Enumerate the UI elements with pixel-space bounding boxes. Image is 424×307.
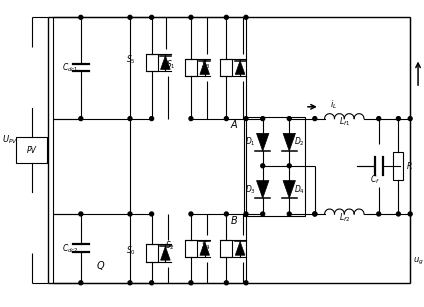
Bar: [393, 152, 403, 180]
Bar: [185, 239, 197, 257]
Circle shape: [128, 212, 132, 216]
Text: $Q$: $Q$: [96, 258, 105, 272]
Circle shape: [224, 281, 228, 285]
Circle shape: [244, 281, 248, 285]
Polygon shape: [200, 60, 209, 74]
Circle shape: [396, 117, 400, 121]
Text: $A$: $A$: [230, 119, 238, 130]
Circle shape: [244, 15, 248, 19]
Bar: [146, 244, 158, 262]
Circle shape: [189, 281, 193, 285]
Text: $S_2$: $S_2$: [165, 239, 175, 252]
Polygon shape: [257, 181, 269, 198]
Circle shape: [79, 117, 83, 121]
Bar: [185, 59, 197, 76]
Circle shape: [189, 117, 193, 121]
Circle shape: [150, 281, 153, 285]
Text: $R$: $R$: [406, 160, 413, 171]
Circle shape: [224, 117, 228, 121]
Circle shape: [287, 117, 291, 121]
Circle shape: [128, 281, 132, 285]
Polygon shape: [200, 242, 209, 255]
Circle shape: [377, 117, 381, 121]
Circle shape: [224, 212, 228, 216]
Circle shape: [79, 212, 83, 216]
Text: $u_g$: $u_g$: [413, 256, 424, 267]
Text: $D_1$: $D_1$: [245, 136, 256, 149]
Circle shape: [244, 212, 248, 216]
Polygon shape: [235, 60, 245, 74]
Text: $S_1$: $S_1$: [165, 58, 175, 71]
Text: $B$: $B$: [230, 214, 238, 226]
Bar: [146, 54, 158, 72]
Circle shape: [261, 117, 265, 121]
Circle shape: [287, 212, 291, 216]
Polygon shape: [283, 181, 296, 198]
Circle shape: [79, 15, 83, 19]
Circle shape: [224, 15, 228, 19]
Text: $S_0$: $S_0$: [126, 244, 136, 257]
Circle shape: [287, 164, 291, 168]
Circle shape: [150, 117, 153, 121]
Circle shape: [189, 15, 193, 19]
Text: $i_L$: $i_L$: [329, 99, 337, 111]
Circle shape: [313, 212, 317, 216]
Polygon shape: [235, 242, 245, 255]
Circle shape: [408, 212, 412, 216]
Bar: [220, 59, 232, 76]
Circle shape: [313, 212, 317, 216]
Circle shape: [408, 117, 412, 121]
Text: $D_3$: $D_3$: [245, 183, 256, 196]
Text: $C_{dc1}$: $C_{dc1}$: [62, 61, 79, 74]
Circle shape: [128, 117, 132, 121]
Circle shape: [189, 212, 193, 216]
Polygon shape: [161, 247, 170, 260]
Text: $D_4$: $D_4$: [294, 183, 305, 196]
Circle shape: [313, 117, 317, 121]
Text: $C_f$: $C_f$: [370, 174, 380, 186]
Polygon shape: [257, 133, 269, 151]
Text: $D_2$: $D_2$: [294, 136, 305, 149]
Circle shape: [128, 15, 132, 19]
Text: $L_{f2}$: $L_{f2}$: [339, 211, 350, 224]
Circle shape: [150, 15, 153, 19]
Circle shape: [244, 117, 248, 121]
Circle shape: [261, 164, 265, 168]
Bar: [220, 239, 232, 257]
Text: $U_{PV}$: $U_{PV}$: [2, 134, 18, 146]
Bar: [244, 117, 305, 216]
Text: $S_5$: $S_5$: [126, 53, 136, 66]
Text: $L_{f1}$: $L_{f1}$: [339, 116, 350, 128]
Circle shape: [150, 212, 153, 216]
Text: $C_{dc2}$: $C_{dc2}$: [62, 242, 79, 255]
Polygon shape: [161, 56, 170, 69]
Circle shape: [396, 212, 400, 216]
Text: $S_4$: $S_4$: [201, 239, 211, 252]
Bar: [16, 137, 47, 163]
Polygon shape: [283, 133, 296, 151]
Circle shape: [79, 281, 83, 285]
Text: $S_3$: $S_3$: [201, 58, 211, 71]
Circle shape: [261, 212, 265, 216]
Text: PV: PV: [27, 146, 36, 154]
Circle shape: [377, 212, 381, 216]
